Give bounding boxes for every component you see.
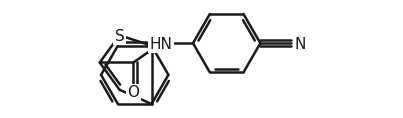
Text: O: O (127, 85, 139, 100)
Text: HN: HN (150, 37, 172, 52)
Text: N: N (294, 37, 306, 52)
Text: S: S (114, 29, 125, 44)
